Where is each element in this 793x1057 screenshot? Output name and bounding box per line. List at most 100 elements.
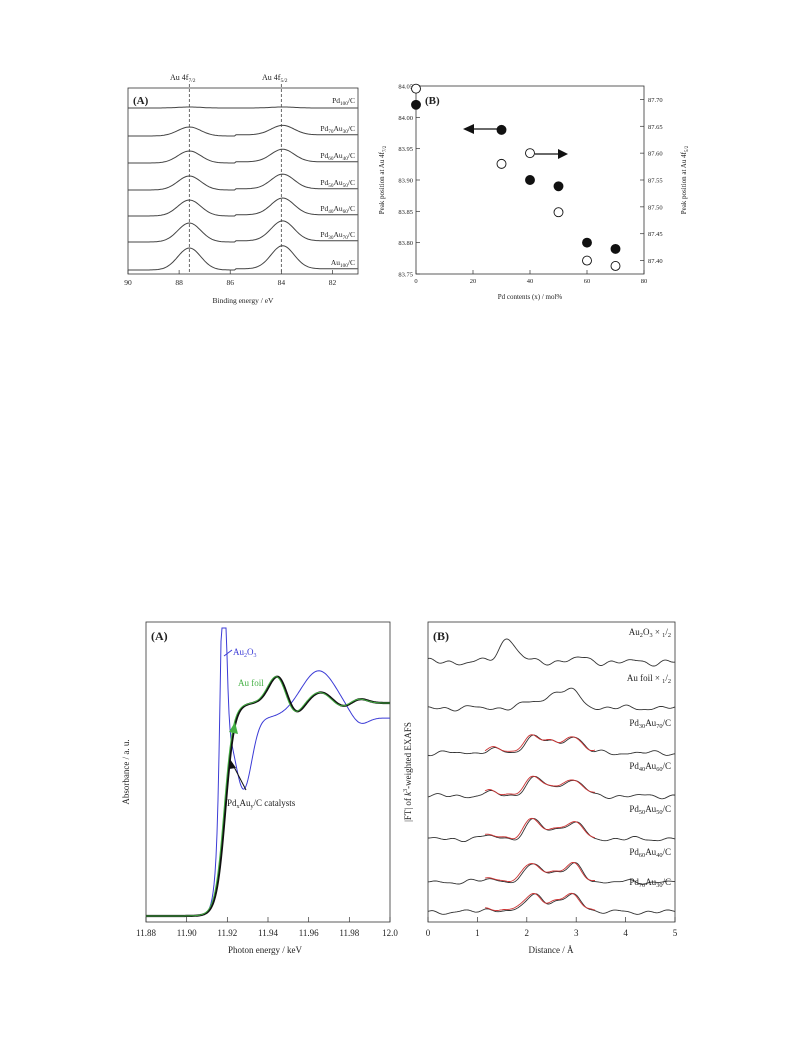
xanes-x-tick-label: 11.96 [299, 928, 319, 938]
au4f7-data-point [525, 175, 535, 185]
right-axis-arrow [535, 149, 568, 159]
xps-series-line [128, 148, 358, 164]
exafs-x-tick-label: 1 [475, 928, 480, 938]
au4f5-data-point [582, 255, 592, 266]
peak-x-tick-label: 20 [470, 278, 477, 285]
xps-plot-frame [127, 87, 359, 275]
marker-label-au-4f7: Au 4f7/2 [170, 73, 196, 84]
exafs-plot-frame [427, 621, 676, 923]
xanes-panel-label: (A) [151, 629, 168, 643]
au-foil-series-label: Au foil [238, 678, 264, 688]
xps-x-tick-label: 88 [175, 278, 183, 287]
exafs-y-axis-label: |FT| of k3-weighted EXAFS [403, 722, 413, 822]
au4f5-data-point [553, 207, 564, 218]
xps-series-label: Pd40Au60/C [320, 204, 355, 215]
xanes-x-tick-label: 11.92 [217, 928, 237, 938]
exafs-fit-line [484, 775, 596, 796]
exafs-fit-line [484, 861, 596, 882]
xanes-x-tick-label: 12.0 [382, 928, 398, 938]
xps-series-label: Pd100/C [332, 96, 355, 107]
peak-panel-label: (B) [425, 95, 440, 107]
au4f7-data-point [496, 124, 507, 135]
peak-right-y-tick-label: 87.70 [648, 97, 663, 104]
peak-left-y-axis-label: Peak position at Au 4f7/2 [378, 145, 388, 214]
au-foil-spectrum-line [146, 676, 390, 917]
peak-right-y-tick-label: 87.65 [648, 124, 663, 131]
xps-series-label: Pd60Au40/C [320, 151, 355, 162]
peak-right-y-axis-label: Peak position at Au 4f5/2 [680, 145, 690, 214]
exafs-series-label: Au2O3 × 1/2 [629, 627, 671, 639]
marker-label-au-4f5: Au 4f5/2 [262, 73, 288, 84]
xps-series-label: Au100/C [331, 258, 355, 269]
peak-x-tick-label: 0 [414, 278, 417, 285]
exafs-x-axis-label: Distance / Å [529, 945, 574, 955]
exafs-series-line [427, 818, 676, 843]
peak-left-y-tick-label: 83.90 [398, 178, 413, 185]
exafs-x-tick-label: 0 [426, 928, 431, 938]
exafs-series-line [427, 893, 676, 915]
xps-series-line [128, 197, 358, 217]
peak-right-y-tick-label: 87.60 [648, 151, 663, 158]
exafs-series-label: Pd60Au40/C [629, 847, 671, 859]
xps-series-label: Pd30Au70/C [320, 230, 355, 241]
au4f5-data-point [496, 158, 507, 169]
exafs-series-label: Pd50Au50/C [629, 804, 671, 816]
exafs-x-tick-label: 5 [673, 928, 678, 938]
au4f7-data-point [610, 243, 621, 254]
catalyst-label-arrow [229, 759, 247, 791]
xanes-x-tick-label: 11.94 [258, 928, 278, 938]
xanes-x-tick-label: 11.98 [339, 928, 359, 938]
xps-series-line [128, 245, 358, 271]
peak-left-y-tick-label: 84.00 [398, 115, 413, 122]
exafs-series-label: Pd30Au70/C [629, 718, 671, 730]
exafs-series-label: Au foil × 1/2 [627, 673, 671, 685]
xps-x-tick-label: 84 [278, 278, 286, 287]
exafs-series-line [427, 862, 675, 885]
au4f7-data-point [411, 99, 421, 110]
xps-series-label: Pd50Au50/C [320, 178, 355, 189]
exafs-series-line [427, 638, 676, 667]
xanes-x-tick-label: 11.88 [136, 928, 156, 938]
exafs-x-tick-label: 3 [574, 928, 579, 938]
peak-right-y-tick-label: 87.55 [648, 178, 663, 185]
exafs-series-line [427, 775, 676, 800]
peak-left-y-tick-label: 83.80 [398, 240, 413, 247]
peak-x-axis-label: Pd contents (x) / mol% [498, 293, 563, 301]
xps-x-tick-label: 86 [226, 278, 234, 287]
xanes-x-tick-label: 11.90 [177, 928, 197, 938]
xps-series-line [128, 106, 358, 109]
peak-x-tick-label: 80 [641, 278, 648, 285]
xps-series-line [128, 173, 358, 191]
au2o3-label-arrow [223, 649, 233, 657]
exafs-fit-line [484, 817, 596, 840]
xps-panel-label: (A) [133, 95, 149, 107]
au4f5-data-point [525, 148, 535, 159]
exafs-series-label: Pd40Au60/C [629, 761, 671, 773]
peak-left-y-tick-label: 84.05 [398, 84, 413, 91]
exafs-series-line [427, 687, 676, 712]
au4f5-data-point [411, 83, 421, 94]
xps-series-line [128, 124, 358, 137]
xps-series-line [128, 220, 358, 243]
peak-x-tick-label: 40 [527, 278, 534, 285]
exafs-fit-line [484, 734, 596, 752]
exafs-x-tick-label: 4 [623, 928, 628, 938]
xanes-y-axis-label: Absorbance / a. u. [121, 739, 131, 804]
exafs-series-label: Pd70Au30/C [629, 877, 671, 889]
xanes-x-axis-label: Photon energy / keV [228, 945, 303, 955]
peak-x-tick-label: 60 [584, 278, 591, 285]
xps-series-label: Pd70Au30/C [320, 124, 355, 135]
exafs-series-line [427, 734, 676, 757]
exafs-fit-line [485, 892, 596, 912]
peak-right-y-tick-label: 87.50 [648, 204, 663, 211]
peak-right-y-tick-label: 87.45 [648, 231, 663, 238]
peak-left-y-tick-label: 83.85 [398, 209, 413, 216]
au4f7-data-point [553, 181, 564, 192]
exafs-panel-label: (B) [433, 629, 449, 643]
left-axis-arrow [463, 124, 500, 134]
xps-x-tick-label: 90 [124, 278, 132, 287]
